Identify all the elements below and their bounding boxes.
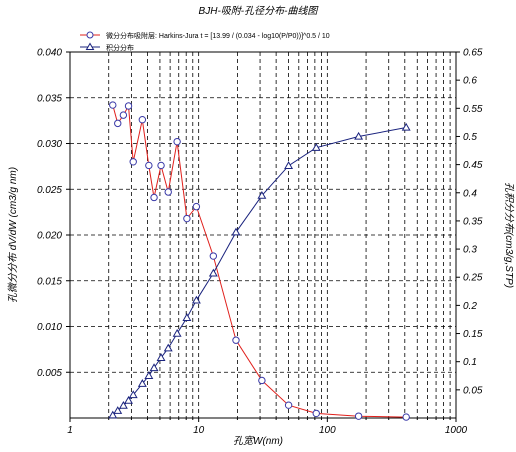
data-point-triangle [208,268,218,277]
chart-title: BJH-吸附-孔径分布-曲线图 [199,5,320,17]
data-point-triangle [284,161,294,169]
y-right-tick-label: 0.45 [463,160,483,171]
y-left-tick-label: 0.005 [37,368,62,379]
y-left-tick-label: 0.040 [37,48,62,59]
data-point-triangle [108,410,118,419]
data-point-triangle [191,295,201,304]
y-right-tick-label: 0.5 [463,132,477,143]
data-point-triangle [124,395,133,404]
data-point-triangle [311,143,321,151]
data-point-circle [312,409,320,418]
data-point-circle [157,161,165,170]
data-point-triangle [137,379,147,387]
data-point-circle [354,412,363,420]
data-point-circle [402,413,410,421]
data-point-triangle [231,227,241,236]
data-point-triangle [182,313,192,321]
data-point-triangle [144,371,154,379]
data-point-circle [258,376,266,385]
y-left-tick-label: 0.030 [37,139,62,150]
data-point-circle [109,101,117,109]
y-right-tick-label: 0.05 [463,385,483,396]
data-point-circle [138,116,147,124]
y-right-tick-label: 0.25 [463,273,483,284]
series-line-differential [112,104,407,418]
data-point-triangle [163,343,173,352]
y-right-tick-label: 0.15 [463,329,483,340]
data-point-circle [114,119,122,128]
y-right-tick-label: 0.55 [463,104,483,115]
data-point-triangle [128,390,138,399]
legend: 微分分布吸附层: Harkins-Jura t = [13.99 / (0.03… [80,31,330,52]
y-left-tick-label: 0.010 [37,322,62,333]
y-right-tick-label: 0.4 [463,188,477,199]
data-point-triangle [401,122,411,131]
x-tick-label: 10 [193,425,205,436]
data-point-circle [192,202,201,211]
legend-label-cumulative: 积分分布 [106,43,134,52]
data-series [108,101,411,421]
data-point-circle [209,252,218,260]
y-left-tick-label: 0.035 [37,93,62,104]
y-axis-label-right: 孔积分分布(cm3/g,STP) [503,182,515,288]
x-axis-label: 孔宽W(nm) [233,435,283,447]
x-tick-label: 1 [67,425,73,436]
y-right-tick-label: 0.1 [463,357,477,368]
data-point-triangle [149,363,159,372]
y-left-tick-label: 0.015 [37,276,62,287]
data-point-circle [119,111,128,119]
y-right-tick-label: 0.2 [463,301,477,312]
legend-marker-cumulative [85,42,95,50]
x-tick-label: 1000 [445,425,468,436]
data-point-triangle [172,328,182,337]
data-point-circle [150,193,158,202]
y-left-tick-label: 0.025 [37,185,62,196]
grid-lines [70,52,456,418]
data-point-circle [164,188,172,196]
y-left-tick-label: 0.020 [37,231,62,242]
data-point-triangle [156,353,166,361]
y-right-tick-label: 0.65 [463,48,483,59]
y-axis-label-left: 孔微分分布 dV/dW (cm3/g nm) [7,167,19,303]
data-point-circle [284,401,293,409]
x-tick-label: 100 [319,425,336,436]
y-right-tick-label: 0.35 [463,216,483,227]
data-point-triangle [118,401,128,409]
data-point-circle [145,161,153,170]
data-point-circle [124,102,133,110]
data-point-triangle [257,190,267,199]
data-point-circle [173,137,181,146]
data-point-circle [232,336,240,344]
y-right-tick-label: 0.6 [463,76,477,87]
data-point-triangle [113,406,123,414]
y-right-tick-label: 0.3 [463,245,477,256]
legend-marker-differential [86,31,94,39]
legend-label-differential: 微分分布吸附层: Harkins-Jura t = [13.99 / (0.03… [106,31,330,40]
data-point-circle [129,158,137,166]
data-point-circle [183,214,191,223]
axis-ticks: 1 10 100 1000 0.005 0.010 0.015 0.020 0.025 0.030… [37,48,483,437]
data-point-triangle [354,131,364,140]
